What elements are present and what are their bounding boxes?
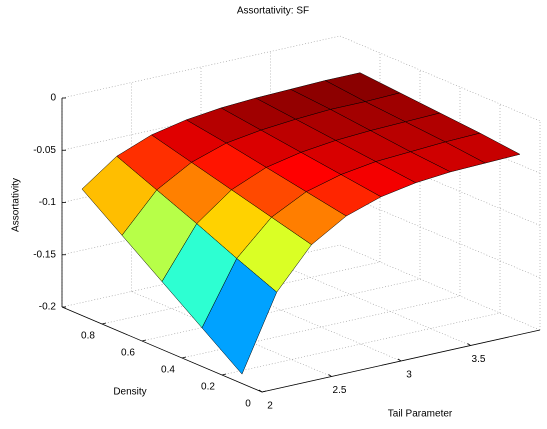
chart-title: Assortativity: SF <box>237 6 309 17</box>
x-tick-label: 3.5 <box>472 354 486 365</box>
grid-line <box>339 244 541 331</box>
y-tick <box>221 373 227 376</box>
x-tick <box>397 358 402 362</box>
grid-line <box>270 260 471 346</box>
grid-line <box>181 295 461 359</box>
y-tick-label: 0.4 <box>161 365 175 376</box>
surface-patch <box>201 258 278 375</box>
grid-line <box>141 278 421 342</box>
grid-line <box>200 275 402 362</box>
z-axis-label: Assortativity <box>11 178 22 232</box>
grid-line <box>339 35 541 122</box>
z-tick-label: -0.2 <box>39 302 57 313</box>
z-tick-label: -0.05 <box>33 145 56 156</box>
axis-line <box>61 306 263 393</box>
x-tick <box>328 374 332 377</box>
y-tick <box>141 339 147 342</box>
x-tick-label: 2.5 <box>333 385 347 396</box>
grid-line <box>101 261 381 325</box>
z-tick-label: -0.15 <box>33 249 56 260</box>
x-tick-label: 2 <box>267 401 273 412</box>
y-tick-label: 0.2 <box>201 382 215 393</box>
y-tick-label: 0.8 <box>81 331 95 342</box>
grid-line <box>61 35 341 99</box>
y-tick-label: 0.6 <box>121 348 135 359</box>
x-tick <box>467 343 471 346</box>
y-tick <box>181 356 187 359</box>
grid-line <box>221 312 501 376</box>
z-tick-label: -0.1 <box>39 197 57 208</box>
grid-line <box>339 192 541 279</box>
x-tick <box>258 389 263 393</box>
y-tick-label: 0 <box>245 399 251 410</box>
y-axis-label: Density <box>113 387 146 398</box>
x-tick-label: 3 <box>406 370 412 381</box>
x-axis-label: Tail Parameter <box>388 409 453 420</box>
z-tick-label: 0 <box>50 93 56 104</box>
y-tick <box>101 322 107 325</box>
y-tick <box>261 390 267 393</box>
